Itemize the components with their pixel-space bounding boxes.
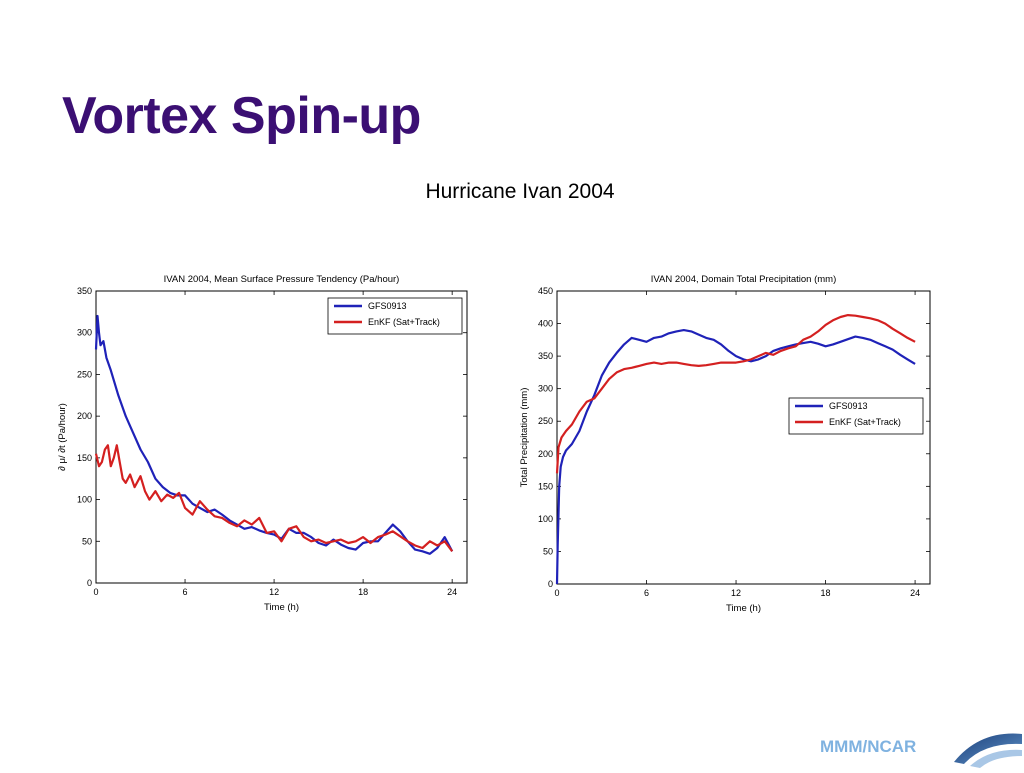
chart-total-precipitation-svg: IVAN 2004, Domain Total Precipitation (m… xyxy=(519,274,931,614)
y-tick-label: 400 xyxy=(538,319,553,329)
y-tick-label: 350 xyxy=(77,286,92,296)
x-axis-label: Time (h) xyxy=(726,603,761,614)
chart-pressure-tendency-svg: IVAN 2004, Mean Surface Pressure Tendenc… xyxy=(57,274,468,613)
y-tick-label: 0 xyxy=(548,579,553,589)
x-tick-label: 0 xyxy=(554,588,559,598)
legend: GFS0913 EnKF (Sat+Track) xyxy=(788,397,924,435)
plot-area xyxy=(556,290,931,585)
y-tick-label: 250 xyxy=(538,416,553,426)
slide-subtitle: Hurricane Ivan 2004 xyxy=(425,180,615,203)
y-tick-label: 200 xyxy=(538,449,553,459)
y-tick-label: 200 xyxy=(77,411,92,421)
swoosh-logo-icon xyxy=(950,728,1024,773)
legend-entry: EnKF (Sat+Track) xyxy=(368,317,440,327)
x-tick-label: 6 xyxy=(644,588,649,598)
legend-box xyxy=(788,397,924,435)
chart-title: IVAN 2004, Domain Total Precipitation (m… xyxy=(651,274,837,285)
series-line-enkf xyxy=(555,313,916,474)
legend-box xyxy=(327,297,463,335)
y-tick-label: 0 xyxy=(87,578,92,588)
legend-entry: GFS0913 xyxy=(368,301,407,311)
y-tick-label: 100 xyxy=(538,514,553,524)
y-tick-label: 150 xyxy=(77,453,92,463)
y-axis-label: ∂ μ/ ∂t (Pa/hour) xyxy=(57,403,68,471)
y-tick-label: 100 xyxy=(77,495,92,505)
x-tick-label: 24 xyxy=(447,587,457,597)
plot-area xyxy=(95,290,468,584)
x-tick-label: 18 xyxy=(358,587,368,597)
y-tick-label: 50 xyxy=(82,536,92,546)
x-tick-label: 12 xyxy=(269,587,279,597)
chart-title: IVAN 2004, Mean Surface Pressure Tendenc… xyxy=(164,274,400,285)
y-tick-label: 300 xyxy=(538,384,553,394)
y-axis-label: Total Precipitation (mm) xyxy=(519,388,530,488)
y-tick-label: 350 xyxy=(538,351,553,361)
x-tick-label: 6 xyxy=(183,587,188,597)
footer-brand: MMM/NCAR xyxy=(820,737,917,756)
legend-entry: EnKF (Sat+Track) xyxy=(829,417,901,427)
series-line-gfs0913 xyxy=(94,314,454,555)
x-tick-label: 18 xyxy=(821,588,831,598)
x-tick-label: 12 xyxy=(731,588,741,598)
legend: GFS0913 EnKF (Sat+Track) xyxy=(327,297,463,335)
legend-entry: GFS0913 xyxy=(829,401,868,411)
chart-pressure-tendency: IVAN 2004, Mean Surface Pressure Tendenc… xyxy=(50,268,480,633)
slide-title: Vortex Spin-up xyxy=(62,87,421,145)
y-tick-label: 150 xyxy=(538,481,553,491)
x-axis-label: Time (h) xyxy=(264,602,299,613)
y-tick-label: 250 xyxy=(77,369,92,379)
series-line-enkf xyxy=(94,444,454,552)
chart-total-precipitation: IVAN 2004, Domain Total Precipitation (m… xyxy=(512,268,942,633)
x-tick-label: 24 xyxy=(910,588,920,598)
y-tick-label: 50 xyxy=(543,546,553,556)
y-tick-label: 450 xyxy=(538,286,553,296)
x-tick-label: 0 xyxy=(93,587,98,597)
y-tick-label: 300 xyxy=(77,328,92,338)
